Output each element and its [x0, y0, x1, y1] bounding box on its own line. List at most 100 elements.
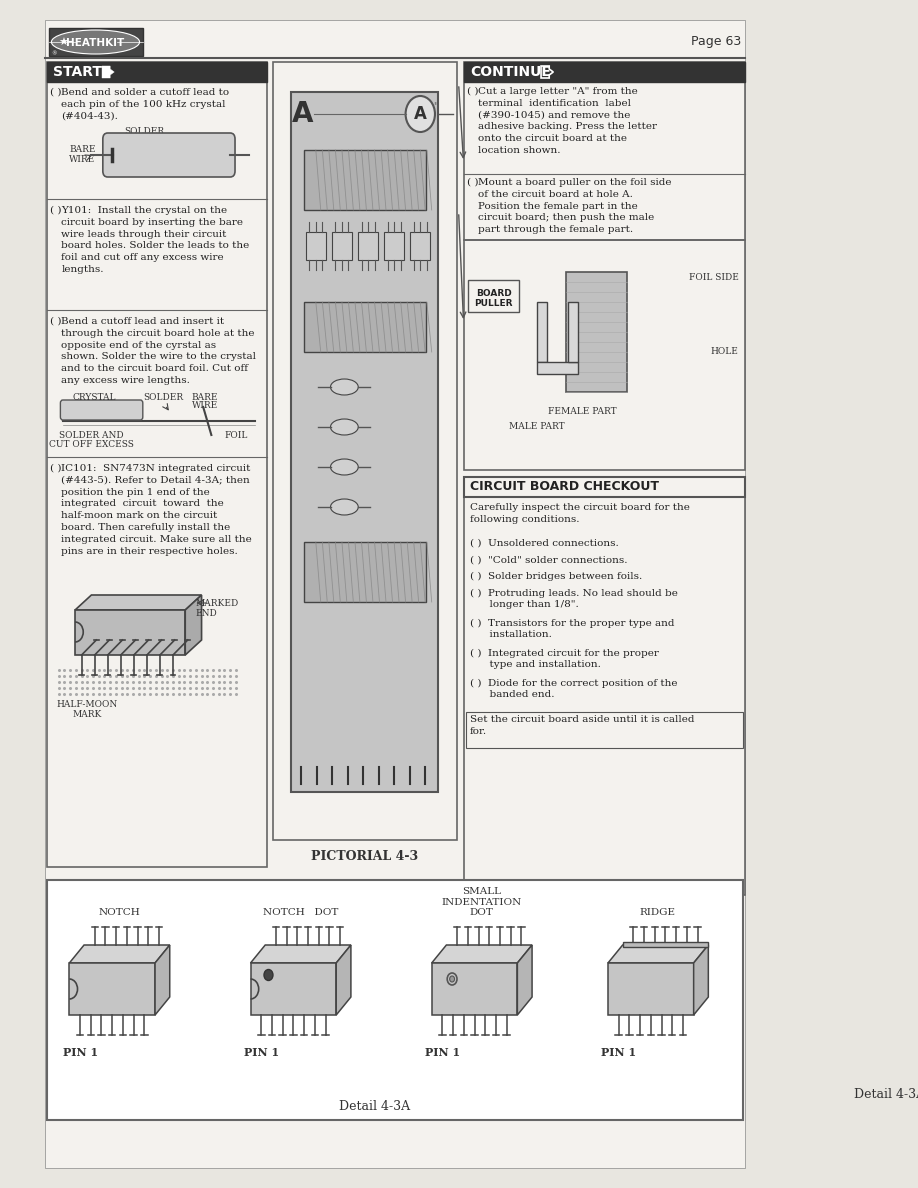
Bar [274, 62, 457, 840]
Polygon shape [336, 944, 351, 1015]
Text: Y101:  Install the crystal on the
circuit board by inserting the bare
wire leads: Y101: Install the crystal on the circuit… [62, 206, 250, 274]
Polygon shape [251, 963, 336, 1015]
Text: ®: ® [51, 51, 57, 57]
Bar [568, 302, 577, 362]
Bar [47, 62, 267, 82]
Text: PIN 1: PIN 1 [601, 1047, 636, 1059]
Text: PIN 1: PIN 1 [425, 1047, 460, 1059]
Polygon shape [70, 963, 155, 1015]
Text: BOARD: BOARD [476, 289, 511, 297]
Text: PICTORIAL 4-3: PICTORIAL 4-3 [311, 849, 419, 862]
Text: ( )  Unsoldered connections.: ( ) Unsoldered connections. [470, 539, 619, 548]
Bar [49, 29, 143, 56]
Text: ( )  Protruding leads. No lead should be
      longer than 1/8".: ( ) Protruding leads. No lead should be … [470, 588, 677, 609]
Text: HALF-MOON: HALF-MOON [57, 700, 118, 709]
Text: MALE PART: MALE PART [509, 422, 565, 431]
FancyBboxPatch shape [103, 133, 235, 177]
Bar [464, 478, 745, 497]
Text: ( )  "Cold" solder connections.: ( ) "Cold" solder connections. [470, 556, 628, 564]
Text: ( )  Solder bridges between foils.: ( ) Solder bridges between foils. [470, 571, 643, 581]
Bar [464, 240, 745, 470]
Text: Cut a large letter "A" from the
terminal  identification  label
(#390-1045) and : Cut a large letter "A" from the terminal… [478, 87, 657, 154]
Text: NOTCH: NOTCH [98, 908, 140, 917]
Text: Page 63: Page 63 [690, 36, 741, 49]
Polygon shape [608, 963, 694, 1015]
Text: HEATHKIT: HEATHKIT [66, 38, 125, 48]
Text: Mount a board puller on the foil side
of the circuit board at hole A.
Position t: Mount a board puller on the foil side of… [478, 178, 672, 234]
Text: ( ): ( ) [466, 178, 478, 187]
Polygon shape [102, 67, 114, 78]
Text: BARE: BARE [70, 145, 95, 153]
Text: SOLDER: SOLDER [143, 392, 183, 402]
Text: SOLDER AND: SOLDER AND [59, 431, 124, 440]
Polygon shape [565, 272, 627, 392]
Text: RIDGE: RIDGE [640, 908, 676, 917]
Text: PIN 1: PIN 1 [62, 1047, 97, 1059]
Polygon shape [608, 944, 709, 963]
Bar [47, 62, 267, 867]
Bar [385, 232, 404, 260]
Text: Detail 4-3A: Detail 4-3A [854, 1088, 918, 1101]
Polygon shape [694, 944, 709, 1015]
Bar [622, 942, 709, 947]
Text: FEMALE PART: FEMALE PART [547, 407, 616, 416]
Polygon shape [431, 944, 532, 963]
FancyBboxPatch shape [61, 400, 143, 421]
Text: ( )  Transistors for the proper type and
      installation.: ( ) Transistors for the proper type and … [470, 619, 675, 639]
Text: Detail 4-3A: Detail 4-3A [339, 1100, 410, 1113]
Text: FOIL: FOIL [224, 431, 248, 440]
Polygon shape [518, 944, 532, 1015]
Text: BARE: BARE [192, 392, 218, 402]
Text: ( ): ( ) [50, 317, 62, 326]
Text: ( ): ( ) [50, 88, 62, 97]
Text: Set the circuit board aside until it is called
for.: Set the circuit board aside until it is … [470, 715, 695, 737]
Bar [306, 232, 326, 260]
Ellipse shape [330, 499, 358, 516]
Bar [332, 232, 352, 260]
Bar [358, 232, 378, 260]
Text: FOIL SIDE: FOIL SIDE [688, 272, 738, 282]
Bar [291, 91, 438, 792]
Bar [464, 62, 745, 82]
Ellipse shape [330, 459, 358, 475]
Text: HOLE: HOLE [711, 348, 738, 356]
Text: CIRCUIT BOARD CHECKOUT: CIRCUIT BOARD CHECKOUT [470, 480, 659, 493]
Text: ": " [432, 101, 437, 110]
Circle shape [264, 969, 273, 980]
Bar [47, 880, 744, 1120]
Text: SMALL
INDENTATION
DOT: SMALL INDENTATION DOT [442, 887, 521, 917]
Text: NOTCH   DOT: NOTCH DOT [263, 908, 338, 917]
Text: ( )  Integrated circuit for the proper
      type and installation.: ( ) Integrated circuit for the proper ty… [470, 649, 659, 669]
Bar [464, 478, 745, 895]
Text: Bend and solder a cutoff lead to
each pin of the 100 kHz crystal
(#404-43).: Bend and solder a cutoff lead to each pi… [62, 88, 230, 121]
Polygon shape [70, 944, 170, 963]
Text: CONTINUE: CONTINUE [470, 65, 551, 78]
Bar [410, 232, 430, 260]
Polygon shape [155, 944, 170, 1015]
Bar [466, 712, 743, 747]
Bar [537, 302, 547, 362]
Text: START: START [53, 65, 102, 78]
Polygon shape [431, 963, 518, 1015]
Bar [304, 542, 426, 602]
Polygon shape [185, 595, 202, 655]
Text: ( ): ( ) [50, 465, 62, 473]
Text: ★: ★ [58, 38, 68, 48]
Ellipse shape [330, 379, 358, 394]
Text: MARKED: MARKED [196, 599, 239, 607]
Text: WIRE: WIRE [70, 154, 95, 164]
Text: Bend a cutoff lead and insert it
through the circuit board hole at the
opposite : Bend a cutoff lead and insert it through… [62, 317, 256, 385]
Text: A: A [414, 105, 427, 124]
Text: SOLDER: SOLDER [124, 126, 164, 135]
Circle shape [406, 96, 435, 132]
Bar [464, 62, 745, 240]
Text: ( )  Diode for the correct position of the
      banded end.: ( ) Diode for the correct position of th… [470, 678, 677, 700]
Polygon shape [75, 609, 185, 655]
Text: NOTCH: NOTCH [81, 977, 119, 985]
Text: IC101:  SN7473N integrated circuit
(#443-5). Refer to Detail 4-3A; then
position: IC101: SN7473N integrated circuit (#443-… [62, 465, 252, 556]
Text: CUT OFF EXCESS: CUT OFF EXCESS [49, 440, 134, 449]
Text: PIN 1: PIN 1 [243, 1047, 279, 1059]
Polygon shape [75, 595, 202, 609]
Text: ( ): ( ) [50, 206, 62, 215]
Ellipse shape [330, 419, 358, 435]
